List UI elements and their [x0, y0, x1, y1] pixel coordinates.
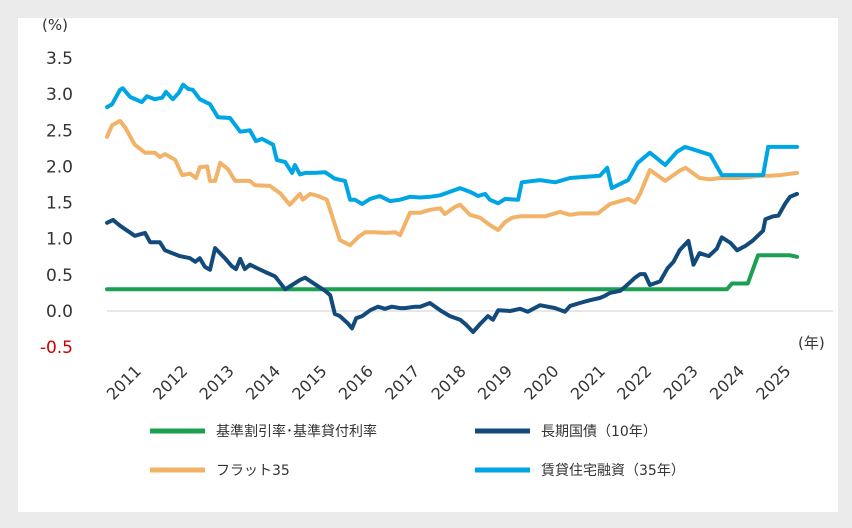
y-tick-label: -0.5	[40, 338, 73, 358]
x-tick-label: 2018	[428, 361, 470, 403]
x-tick-label: 2015	[288, 361, 330, 403]
x-tick-label: 2025	[752, 361, 794, 403]
legend-item: 賃貸住宅融資（35年）	[475, 463, 685, 479]
legend-label: フラット35	[216, 463, 290, 479]
y-tick-label: 1.5	[46, 194, 73, 214]
legend-label: 賃貸住宅融資（35年）	[541, 463, 685, 479]
x-tick-label: 2016	[335, 361, 377, 403]
y-tick-label: 2.0	[46, 157, 73, 177]
y-tick-label: 0.5	[46, 266, 73, 286]
x-tick-label: 2023	[660, 361, 702, 403]
legend-item: フラット35	[150, 463, 290, 479]
y-tick-label: 2.5	[46, 121, 73, 141]
x-tick-label: 2017	[381, 361, 423, 403]
x-tick-label: 2013	[196, 361, 238, 403]
series-line-3	[105, 82, 799, 206]
y-axis-unit-label: (%)	[42, 16, 68, 34]
x-tick-label: 2019	[474, 361, 516, 403]
x-tick-label: 2014	[242, 361, 284, 403]
x-axis-unit-label: (年)	[798, 334, 825, 352]
series-line-0	[105, 253, 799, 292]
legend-label: 長期国債（10年）	[541, 424, 657, 440]
x-tick-label: 2024	[706, 361, 748, 403]
x-tick-label: 2022	[613, 361, 655, 403]
x-tick-label: 2021	[567, 361, 609, 403]
legend-item: 基準割引率･基準貸付利率	[150, 423, 377, 440]
x-tick-label: 2020	[520, 361, 562, 403]
y-tick-label: 1.0	[46, 230, 73, 250]
series-line-2	[105, 118, 799, 248]
y-tick-label: 0.0	[46, 302, 73, 322]
legend-label: 基準割引率･基準貸付利率	[216, 423, 377, 440]
x-tick-label: 2012	[149, 361, 191, 403]
legend-item: 長期国債（10年）	[475, 424, 657, 440]
y-tick-label: 3.0	[46, 85, 73, 105]
series-line-1	[105, 191, 799, 334]
x-tick-label: 2011	[103, 361, 145, 403]
y-tick-label: 3.5	[46, 49, 73, 69]
